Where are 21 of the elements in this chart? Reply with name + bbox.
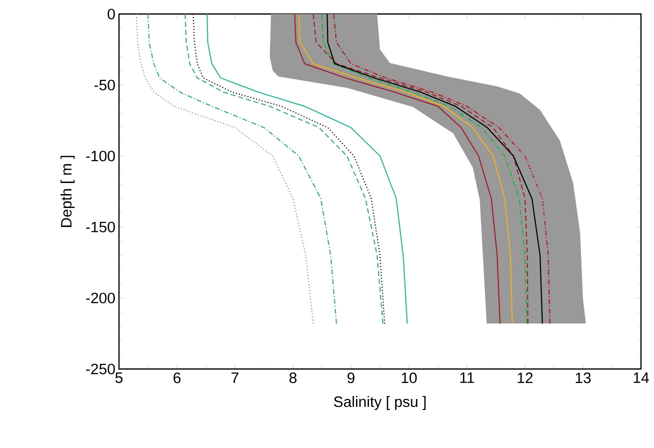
x-tick-label: 11 [460,372,474,383]
y-axis-title: Depth [ m ] [60,156,75,227]
x-tick-label: 12 [518,372,533,384]
y-tick-label: 0 [108,8,115,20]
x-tick-label: 6 [174,372,181,384]
line-series [136,14,314,324]
y-tick-label: -200 [86,292,115,304]
y-tick-label: -250 [86,364,115,374]
x-tick-label: 9 [348,372,354,384]
x-tick-label: 8 [289,372,297,384]
line-series [147,14,338,324]
x-tick-label: 5 [115,372,123,383]
y-tick-label: -150 [86,222,115,232]
x-tick-label: 7 [232,372,238,383]
x-tick-label: 10 [402,372,417,384]
y-tick-label: -100 [86,150,115,162]
y-tick-label: -50 [94,80,115,90]
line-series [206,14,408,324]
x-tick-label: 13 [576,372,591,384]
x-tick-label: 14 [634,372,649,383]
x-axis-title: Salinity [ psu ] [334,396,426,410]
